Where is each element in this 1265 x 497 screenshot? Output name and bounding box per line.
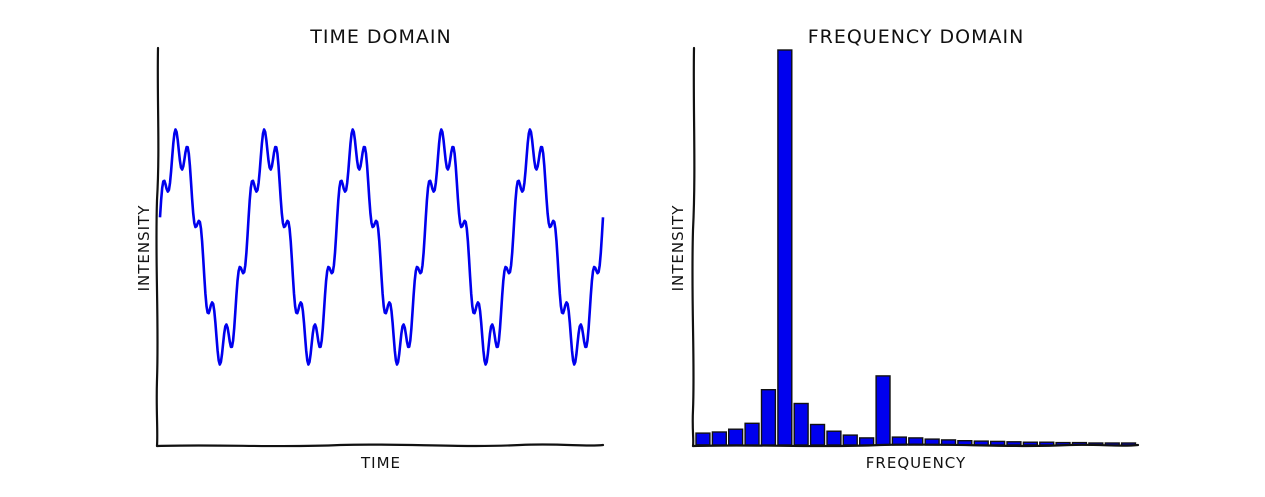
frequency-domain-x-axis [691, 443, 1140, 448]
frequency-domain-title: FREQUENCY DOMAIN [808, 26, 1025, 48]
frequency-bar [744, 422, 760, 446]
frequency-domain-y-axis [691, 46, 696, 448]
time-domain-title: TIME DOMAIN [309, 26, 451, 48]
time-domain-series [158, 128, 605, 366]
time-domain-panel: TIME DOMAIN TIME INTENSITY [135, 26, 605, 472]
frequency-bar [1022, 441, 1039, 446]
time-domain-y-label: INTENSITY [135, 205, 153, 292]
frequency-bar [809, 423, 826, 446]
frequency-bar [875, 375, 891, 446]
frequency-domain-y-label: INTENSITY [669, 205, 687, 292]
frequency-bar [777, 49, 793, 446]
frequency-domain-panel: FREQUENCY DOMAIN FREQUENCY INTENSITY [669, 26, 1140, 472]
frequency-bar [859, 437, 875, 446]
time-domain-line [158, 128, 605, 366]
frequency-bar [695, 432, 711, 446]
frequency-bar [711, 431, 728, 446]
frequency-bar [990, 440, 1006, 446]
frequency-bar [826, 430, 842, 446]
time-domain-x-label: TIME [360, 454, 401, 472]
frequency-bar [793, 402, 809, 446]
frequency-bar [1006, 441, 1022, 446]
frequency-bar [728, 428, 744, 446]
frequency-domain-x-label: FREQUENCY [866, 454, 966, 472]
time-domain-y-axis [155, 46, 160, 448]
time-domain-x-axis [155, 443, 605, 448]
frequency-bar [842, 434, 858, 446]
frequency-domain-bars [695, 49, 1137, 446]
frequency-bar [760, 389, 777, 446]
